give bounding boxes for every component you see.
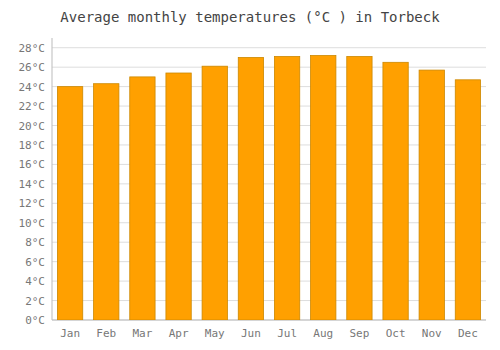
chart: Average monthly temperatures (°C ) in To… [0, 0, 500, 350]
bar [94, 84, 119, 320]
y-tick-label: 2°C [25, 295, 45, 308]
y-tick-label: 8°C [25, 236, 45, 249]
bar [347, 56, 372, 320]
grid-line [52, 67, 486, 68]
y-tick-label: 14°C [19, 178, 46, 191]
y-tick-label: 26°C [19, 61, 46, 74]
y-tick-label: 0°C [25, 314, 45, 327]
y-tick-labels: 0°C 2°C 4°C 6°C 8°C 10°C 12°C 14°C 16°C 18°C 20°C 2… [19, 42, 46, 327]
y-tick-label: 16°C [19, 158, 46, 171]
y-tick-label: 24°C [19, 81, 46, 94]
x-tick-label: Mar [132, 327, 152, 340]
y-tick-label: 20°C [19, 120, 46, 133]
bar [166, 73, 191, 320]
y-tick-label: 10°C [19, 217, 46, 230]
bar [311, 56, 336, 320]
y-tick-label: 6°C [25, 256, 45, 269]
bar [419, 70, 444, 320]
x-tick-label: Apr [169, 327, 189, 340]
x-tick-label: Jul [277, 327, 297, 340]
bar [274, 56, 299, 320]
x-tick-label: Sep [349, 327, 369, 340]
chart-container: Average monthly temperatures (°C ) in To… [0, 0, 500, 350]
chart-title: Average monthly temperatures (°C ) in To… [60, 9, 440, 25]
bar [383, 62, 408, 320]
bars [57, 56, 480, 320]
y-tick-label: 22°C [19, 100, 46, 113]
bar [130, 77, 155, 320]
y-tick-label: 18°C [19, 139, 46, 152]
x-tick-label: Dec [458, 327, 478, 340]
grid [52, 48, 486, 320]
x-tick-labels: Jan Feb Mar Apr May Jun Jul Aug Sep Oct Nov Dec [60, 327, 478, 340]
x-tick-label: Oct [386, 327, 406, 340]
y-tick-label: 28°C [19, 42, 46, 55]
x-tick-label: May [205, 327, 225, 340]
y-axis [52, 38, 53, 320]
y-tick-label: 12°C [19, 197, 46, 210]
x-tick-label: Feb [96, 327, 116, 340]
bar [455, 80, 480, 320]
bar [238, 57, 263, 320]
x-tick-label: Aug [313, 327, 333, 340]
grid-line [52, 47, 486, 48]
x-tick-label: Jan [60, 327, 80, 340]
bar [57, 87, 82, 320]
bar [202, 66, 227, 320]
y-tick-label: 4°C [25, 275, 45, 288]
x-tick-label: Jun [241, 327, 261, 340]
x-tick-label: Nov [422, 327, 442, 340]
